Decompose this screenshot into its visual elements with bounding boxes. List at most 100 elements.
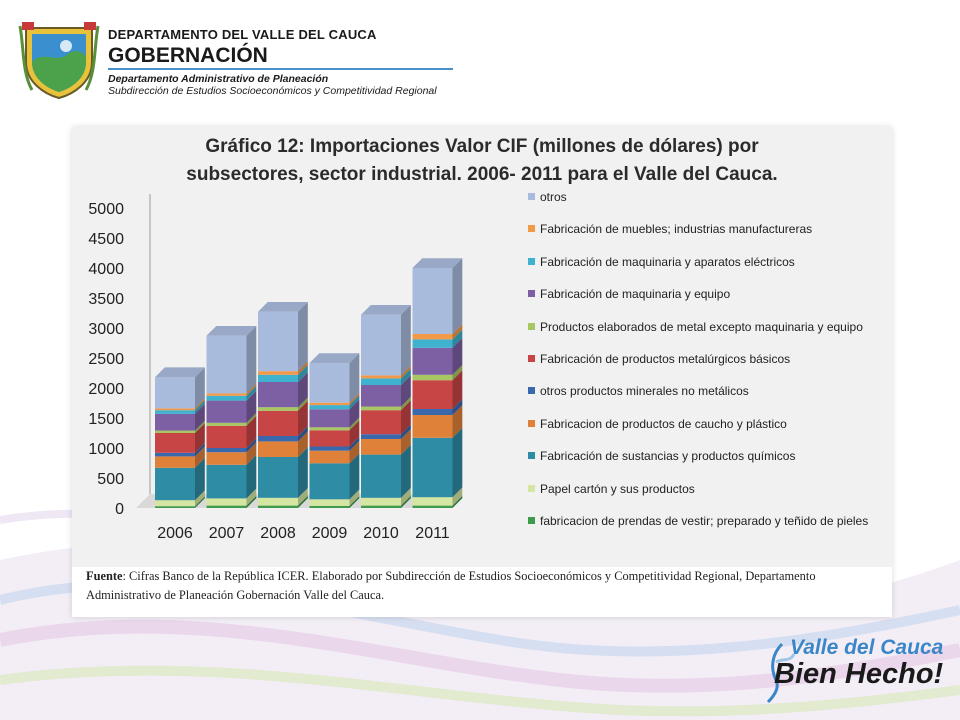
bar-segment-side [195, 496, 205, 508]
bar-segment [206, 422, 247, 426]
bar-segment [258, 374, 298, 382]
bar-segment-side [246, 495, 257, 508]
bar-segment [309, 427, 350, 431]
bar-segment-side [401, 444, 411, 498]
legend-swatch [528, 290, 535, 298]
stacked-bar-chart: 0 500 1000 1500 2000 2500 3000 3500 4000 4500 5000… [88, 194, 463, 542]
bar-segment [206, 448, 247, 453]
chart-panel: Gráfico 12: Importaciones Valor CIF (mil… [72, 127, 892, 617]
x-tick-label: 2007 [209, 525, 245, 542]
header-divider [108, 68, 453, 70]
bar-segment [258, 371, 298, 375]
bar-segment-side [349, 395, 360, 410]
x-tick-label: 2006 [157, 525, 193, 542]
y-tick-label: 2000 [88, 381, 124, 398]
bar-segment-side [452, 495, 463, 508]
legend-item: otros [528, 190, 888, 204]
bar-segment [258, 457, 298, 498]
bar-segment [258, 410, 298, 436]
bar-segment-side [349, 417, 360, 431]
bar-segment [206, 335, 247, 394]
bar-segment-side [195, 400, 205, 414]
page-header: DEPARTAMENTO DEL VALLE DEL CAUCA GOBERNA… [18, 18, 458, 108]
bar-top-face [258, 302, 308, 312]
bar-segment-side [452, 365, 463, 381]
legend-item: Fabricación de maquinaria y equipo [528, 287, 888, 301]
bar-segment [155, 500, 195, 507]
bar-segment [206, 395, 247, 401]
bar-segment [309, 446, 350, 451]
subdivision-subtitle: Subdirección de Estudios Socioeconómicos… [108, 85, 437, 97]
legend-item: otros productos minerales no metálicos [528, 384, 888, 398]
legend-swatch [528, 387, 535, 395]
legend-item: fabricacion de prendas de vestir; prepar… [528, 514, 888, 528]
bar-segment-side [195, 398, 205, 411]
bar-segment-side [452, 487, 463, 506]
bar-segment [155, 410, 195, 414]
brand-line-2: Bien Hecho! [774, 658, 944, 690]
bar-segment [155, 456, 195, 468]
legend-item: Fabricacion de productos de caucho y plá… [528, 417, 888, 431]
y-tick-label: 4000 [88, 261, 124, 278]
bar-segment-side [349, 496, 360, 508]
bar-segment [155, 433, 195, 453]
bar-segment [155, 467, 195, 501]
bar-segment-side [401, 375, 411, 407]
bar-segment-side [452, 399, 463, 415]
bar-segment-side [246, 442, 257, 465]
bar-segment [309, 430, 350, 447]
bar-segment-side [401, 488, 411, 506]
bar-segment-side [298, 397, 308, 411]
bar-segment-side [452, 324, 463, 340]
bar-segment [361, 375, 401, 379]
bar-segment [206, 498, 247, 506]
bar-segment [155, 452, 195, 457]
bar-segment [412, 437, 453, 498]
source-label: Fuente [86, 569, 123, 583]
bar-segment-side [401, 365, 411, 379]
department-title: DEPARTAMENTO DEL VALLE DEL CAUCA [108, 27, 377, 42]
bar-segment [258, 497, 298, 506]
bar-segment [412, 497, 453, 506]
legend-label: Papel cartón y sus productos [540, 481, 695, 496]
bar-segment [412, 268, 453, 334]
bar-segment-side [349, 489, 360, 506]
bar-segment-side [298, 365, 308, 382]
bar-segment [258, 311, 298, 372]
legend-item: Papel cartón y sus productos [528, 482, 888, 496]
legend-label: Fabricación de maquinaria y equipo [540, 287, 731, 302]
legend-item: Fabricación de productos metalúrgicos bá… [528, 352, 888, 366]
legend-swatch [528, 225, 535, 233]
bar-segment [309, 505, 350, 508]
bar-segment [155, 408, 195, 411]
y-tick-label: 0 [115, 501, 124, 518]
bar-segment-side [298, 495, 308, 508]
bar-top-face [361, 305, 411, 315]
bar-segment-side [246, 326, 257, 394]
bar-segment [361, 410, 401, 435]
legend-label: fabricacion de prendas de vestir; prepar… [540, 513, 869, 528]
legend-label: Fabricación de sustancias y productos qu… [540, 449, 796, 464]
bar-segment [412, 380, 453, 409]
legend-item: Fabricación de muebles; industrias manuf… [528, 222, 888, 236]
bar-segment-side [452, 370, 463, 409]
bar-segment [206, 452, 247, 465]
y-tick-label: 2500 [88, 351, 124, 368]
legend-swatch [528, 419, 535, 427]
x-tick-label: 2008 [260, 525, 296, 542]
bar-segment [361, 406, 401, 411]
chart-title-line-1: Gráfico 12: Importaciones Valor CIF (mil… [205, 136, 759, 157]
legend-label: Fabricación de muebles; industrias manuf… [540, 222, 813, 237]
legend-swatch [528, 257, 535, 265]
bar-segment [206, 393, 247, 396]
bar-segment-side [195, 420, 205, 433]
bar-segment-side [452, 405, 463, 438]
bar-segment-side [452, 258, 463, 334]
bar-top-face [155, 367, 205, 378]
bar-segment-side [401, 396, 411, 411]
y-tick-label: 1000 [88, 441, 124, 458]
brand-logo: Valle del Cauca Bien Hecho! [760, 632, 950, 712]
bar-segment [361, 497, 401, 506]
legend-label: Fabricación de maquinaria y aparatos elé… [540, 254, 795, 269]
chart-title: Gráfico 12: Importaciones Valor CIF (mil… [72, 133, 892, 189]
